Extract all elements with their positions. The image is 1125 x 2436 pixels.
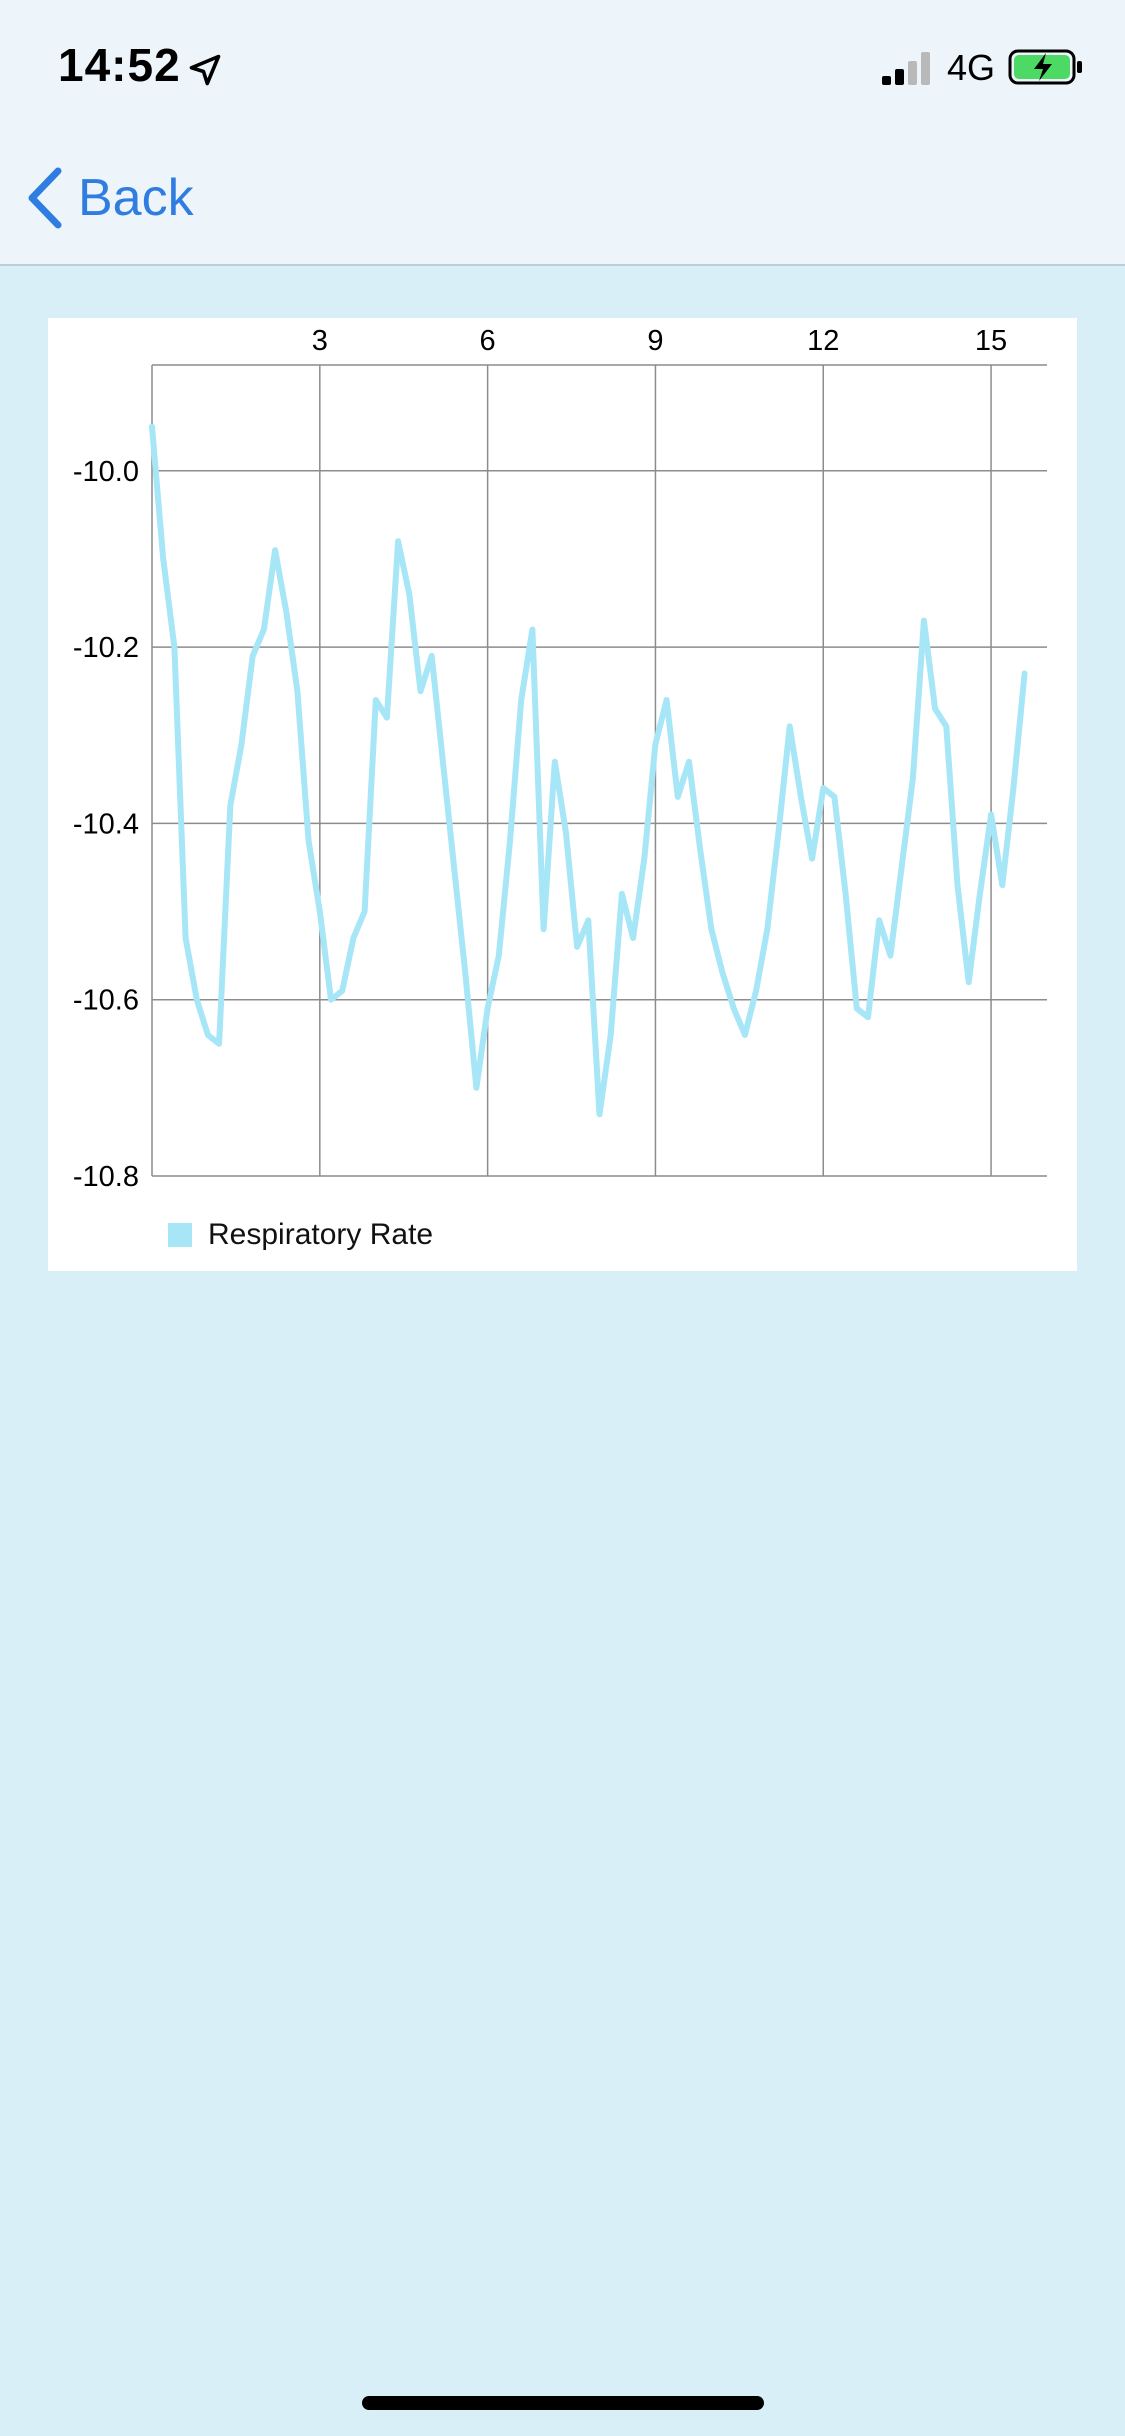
network-label: 4G — [947, 47, 996, 88]
top-bar: 14:52 4G Back — [0, 0, 1125, 266]
x-tick-label: 3 — [312, 325, 328, 357]
legend-label: Respiratory Rate — [208, 1218, 434, 1251]
y-tick-label: -10.2 — [73, 632, 139, 664]
back-label: Back — [78, 169, 194, 227]
y-tick-label: -10.8 — [73, 1161, 139, 1193]
y-tick-label: -10.0 — [73, 456, 139, 488]
status-time: 14:52 — [58, 39, 181, 91]
y-tick-labels: -10.0 -10.2 -10.4 -10.6 -10.8 — [73, 456, 139, 1193]
series-line — [149, 423, 1028, 1118]
grid — [152, 365, 1047, 1177]
chevron-left-icon — [28, 167, 62, 229]
x-tick-label: 15 — [975, 325, 1007, 357]
back-button[interactable]: Back — [24, 162, 194, 234]
legend-swatch — [168, 1223, 192, 1247]
y-tick-label: -10.4 — [73, 808, 139, 840]
x-tick-label: 12 — [807, 325, 839, 357]
home-indicator[interactable] — [362, 2396, 764, 2410]
series — [149, 423, 1028, 1118]
respiratory-rate-chart: 3 6 9 12 15 -10.0 -10.2 -10.4 -10.6 -10.8 — [73, 325, 1047, 1193]
location-arrow-icon — [189, 54, 221, 86]
x-tick-labels: 3 6 9 12 15 — [312, 325, 1007, 357]
battery-charging-icon — [1008, 49, 1082, 85]
cellular-signal-icon — [882, 52, 930, 85]
axes — [151, 364, 1047, 1176]
x-tick-label: 9 — [647, 325, 663, 357]
legend: Respiratory Rate — [168, 1218, 433, 1252]
x-tick-label: 6 — [480, 325, 496, 357]
y-tick-label: -10.6 — [73, 985, 139, 1017]
chart-card: 3 6 9 12 15 -10.0 -10.2 -10.4 -10.6 -10.8 Respir… — [48, 318, 1077, 1271]
